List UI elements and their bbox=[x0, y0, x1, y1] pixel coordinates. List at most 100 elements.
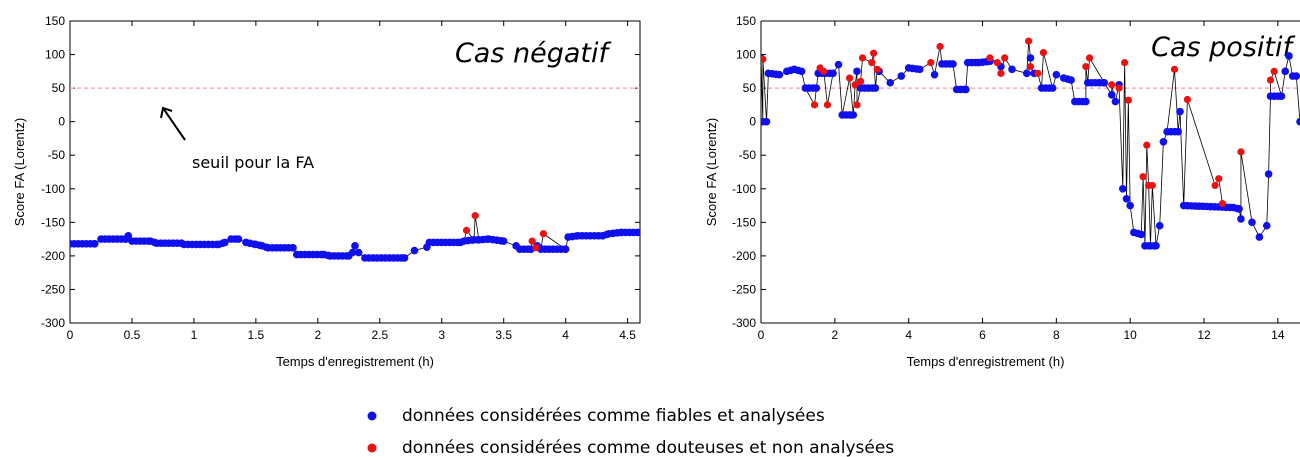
data-point-reliable bbox=[1248, 218, 1256, 227]
plot-area bbox=[70, 212, 640, 262]
data-point-reliable bbox=[1152, 242, 1160, 250]
data-point-reliable bbox=[1255, 233, 1264, 241]
threshold-annotation: seuil pour la FA bbox=[160, 106, 314, 172]
x-tick-label: 0 bbox=[67, 328, 74, 342]
data-point-doubtful bbox=[1115, 84, 1123, 92]
data-point-doubtful bbox=[1082, 63, 1090, 71]
data-point-doubtful bbox=[471, 212, 479, 220]
data-point-doubtful bbox=[1183, 95, 1192, 104]
data-point-doubtful bbox=[997, 69, 1005, 77]
x-tick-label: 2 bbox=[314, 328, 321, 342]
data-point-reliable bbox=[1285, 52, 1293, 60]
legend: données considérées comme fiables et ana… bbox=[367, 406, 894, 457]
data-point-reliable bbox=[1237, 215, 1245, 223]
data-point-reliable bbox=[1159, 138, 1168, 146]
y-tick-label: -150 bbox=[41, 215, 65, 229]
data-point-reliable bbox=[1107, 91, 1116, 99]
plot-frame bbox=[69, 20, 641, 324]
threshold-annotation-text: seuil pour la FA bbox=[192, 153, 314, 172]
y-axis-label: Score FA (Lorentz) bbox=[704, 118, 719, 226]
plot-area bbox=[761, 37, 1300, 250]
data-point-doubtful bbox=[528, 237, 536, 245]
data-point-reliable bbox=[1174, 127, 1182, 136]
data-point-reliable bbox=[289, 244, 297, 252]
data-point-reliable bbox=[962, 85, 970, 94]
data-point-reliable bbox=[400, 254, 409, 262]
data-point-reliable bbox=[1048, 84, 1057, 92]
data-point-doubtful bbox=[1026, 63, 1035, 71]
chart-title: Cas négatif bbox=[455, 38, 612, 69]
data-point-reliable bbox=[1281, 67, 1290, 76]
legend-label-reliable: données considérées comme fiables et ana… bbox=[402, 406, 825, 426]
x-tick-label: 6 bbox=[979, 328, 986, 342]
series-line bbox=[761, 41, 1300, 246]
data-point-doubtful bbox=[927, 59, 935, 67]
data-point-doubtful bbox=[1218, 199, 1227, 208]
data-point-reliable bbox=[1008, 65, 1016, 74]
data-point-doubtful bbox=[868, 59, 876, 67]
data-point-reliable bbox=[829, 69, 837, 78]
y-tick-label: -250 bbox=[41, 282, 65, 296]
data-point-reliable bbox=[1026, 54, 1035, 62]
x-tick-label: 1.5 bbox=[248, 328, 265, 342]
x-tick-label: 0.5 bbox=[124, 328, 141, 342]
data-point-reliable bbox=[1118, 184, 1127, 193]
y-tick-label: 50 bbox=[743, 81, 757, 95]
data-point-reliable bbox=[1262, 221, 1271, 230]
data-point-doubtful bbox=[532, 244, 540, 252]
x-tick-label: 4 bbox=[562, 328, 569, 342]
data-point-reliable bbox=[762, 117, 771, 126]
y-axis-label: Score FA (Lorentz) bbox=[12, 118, 27, 226]
data-point-reliable bbox=[1122, 195, 1131, 203]
threshold-arrow-head-icon bbox=[160, 106, 173, 119]
data-point-reliable bbox=[561, 245, 570, 253]
x-tick-label: 3.5 bbox=[495, 328, 512, 342]
data-point-reliable bbox=[1111, 97, 1120, 106]
y-tick-label: -200 bbox=[41, 249, 65, 263]
data-point-doubtful bbox=[1108, 81, 1116, 89]
y-tick-label: -300 bbox=[41, 316, 65, 330]
data-point-doubtful bbox=[1001, 54, 1009, 62]
x-tick-label: 3 bbox=[438, 328, 445, 342]
data-point-doubtful bbox=[1085, 54, 1094, 62]
y-tick-label: -300 bbox=[732, 316, 756, 330]
data-point-reliable bbox=[348, 248, 357, 257]
y-tick-label: -250 bbox=[732, 282, 756, 296]
data-point-doubtful bbox=[1215, 175, 1223, 183]
y-tick-label: -200 bbox=[732, 249, 756, 263]
x-tick-label: 0 bbox=[758, 328, 765, 342]
data-point-doubtful bbox=[1124, 96, 1132, 104]
data-point-doubtful bbox=[761, 55, 767, 63]
x-tick-label: 1 bbox=[191, 328, 198, 342]
data-point-reliable bbox=[834, 60, 843, 69]
y-tick-label: -50 bbox=[739, 148, 757, 162]
data-point-doubtful bbox=[1211, 181, 1219, 190]
data-point-doubtful bbox=[873, 65, 881, 73]
data-point-doubtful bbox=[462, 226, 471, 234]
data-point-reliable bbox=[1137, 230, 1146, 239]
x-tick-label: 4 bbox=[905, 328, 912, 342]
data-point-reliable bbox=[1235, 205, 1243, 213]
data-point-doubtful bbox=[1170, 65, 1179, 73]
data-point-reliable bbox=[221, 238, 229, 247]
data-point-reliable bbox=[351, 242, 359, 250]
data-point-reliable bbox=[897, 72, 906, 80]
data-point-reliable bbox=[1067, 76, 1075, 84]
legend-label-doubtful: données considérées comme douteuses et n… bbox=[402, 438, 894, 457]
data-point-reliable bbox=[886, 78, 895, 87]
data-point-reliable bbox=[930, 70, 939, 79]
y-tick-label: 0 bbox=[749, 115, 756, 129]
y-tick-label: 150 bbox=[736, 14, 756, 28]
x-tick-label: 12 bbox=[1197, 328, 1211, 342]
x-axis-label: Temps d'enregistrement (h) bbox=[907, 354, 1065, 369]
y-tick-label: 100 bbox=[45, 48, 65, 62]
data-point-reliable bbox=[499, 237, 508, 245]
x-tick-label: 8 bbox=[1053, 328, 1060, 342]
data-point-reliable bbox=[234, 235, 243, 243]
threshold-arrow-icon bbox=[162, 107, 186, 141]
data-point-reliable bbox=[1023, 69, 1031, 78]
y-tick-label: -150 bbox=[732, 215, 756, 229]
